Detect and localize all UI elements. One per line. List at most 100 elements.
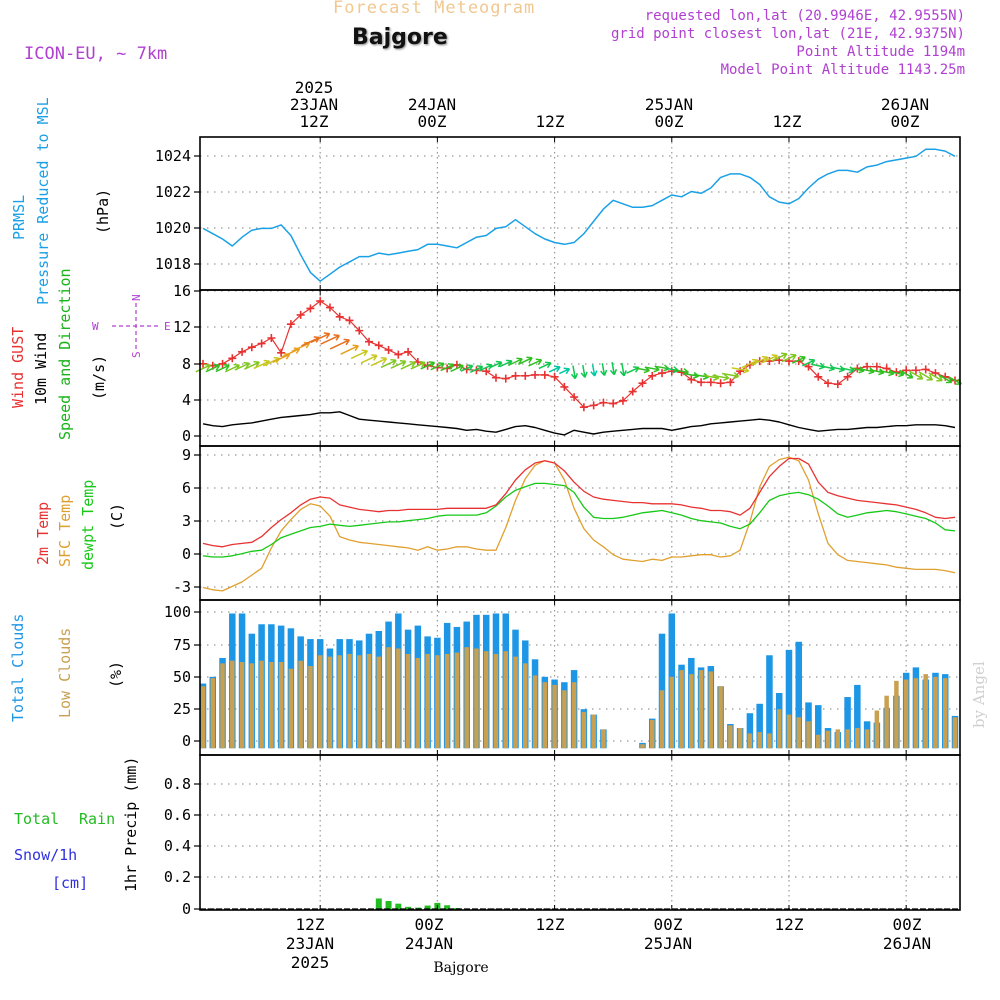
wind-direction-arrow <box>580 364 588 378</box>
low-clouds-bar <box>640 744 645 749</box>
tick-labels: 10181020102210240481216-3036902550751000… <box>155 147 191 918</box>
wind-direction-arrow <box>370 357 388 367</box>
wind-direction-arrow <box>215 363 230 373</box>
compass-east-label: E <box>164 320 171 333</box>
wind-gust-marker <box>658 369 667 378</box>
wind-direction-arrow <box>731 366 750 374</box>
wind-direction-arrow <box>440 363 455 372</box>
low-clouds-bar <box>444 653 450 749</box>
low-clouds-bar <box>532 675 538 749</box>
wind-gust-marker <box>247 343 256 352</box>
top-date-label: 25JAN <box>645 95 693 114</box>
wind-direction-arrow <box>619 362 627 377</box>
low-clouds-bar <box>894 680 899 749</box>
wind-speed-dir-label: Speed and Direction <box>56 268 74 440</box>
bottom-hour-label: 00Z <box>893 915 922 934</box>
top-hour-label: 00Z <box>891 112 920 131</box>
wind-gust-marker <box>296 310 305 319</box>
wind-direction-arrow <box>712 373 730 381</box>
wind-gust-marker <box>804 362 813 371</box>
wind-gust-marker <box>697 378 706 387</box>
wind-gust-marker <box>325 303 334 312</box>
wind-gust-marker <box>335 312 344 321</box>
temp-2m-label: 2m Temp <box>34 502 52 565</box>
wind-direction-arrow <box>320 334 341 345</box>
low-clouds-bar <box>347 653 352 749</box>
panel-frames <box>194 136 961 911</box>
low-clouds-bar <box>698 670 704 749</box>
low-clouds-bar <box>474 648 479 749</box>
wind-gust-marker <box>824 379 833 388</box>
total-clouds-bar <box>815 705 822 749</box>
total-clouds-bar <box>756 703 763 749</box>
top-time-axis: 2025 23JAN 12Z 24JAN 00Z 12Z 25JAN 00Z 1… <box>290 78 929 131</box>
low-clouds-bar <box>581 711 587 749</box>
wind-gust-marker <box>579 403 588 412</box>
low-clouds-bar <box>513 656 518 749</box>
wind-direction-arrow <box>329 338 350 350</box>
wind-gust-marker <box>355 326 364 335</box>
y-tick-label: 1022 <box>155 183 191 201</box>
wind-gust-marker <box>501 374 510 383</box>
low-clouds-bar <box>933 676 938 749</box>
y-tick-label: 100 <box>164 603 191 621</box>
wind-gust-marker <box>277 348 286 357</box>
wind-panel-labels: Wind GUST 10m Wind Speed and Direction (… <box>9 268 171 440</box>
wind-gust-marker <box>833 380 842 389</box>
wind-gust-marker <box>374 341 383 350</box>
chart-title: Forecast Meteogram <box>333 0 536 18</box>
rain-bar <box>385 900 392 910</box>
wind-direction-arrow <box>938 374 953 384</box>
top-date-label: 24JAN <box>408 95 456 114</box>
low-clouds-bar <box>689 674 694 749</box>
y-tick-label: 0 <box>182 732 191 750</box>
low-clouds-bar <box>562 690 567 749</box>
low-clouds-bar <box>845 729 850 749</box>
y-tick-label: 1024 <box>155 147 191 165</box>
low-clouds-bar <box>571 682 577 749</box>
wind-gust-marker <box>531 370 540 379</box>
wind-direction-arrow <box>899 369 914 379</box>
top-date-label: 23JAN <box>290 95 338 114</box>
low-clouds-bar <box>386 647 391 749</box>
model-altitude: Model Point Altitude 1143.25m <box>720 62 965 78</box>
temp-dewpt-label: dewpt Temp <box>79 480 97 570</box>
wind-direction-arrow <box>802 358 816 367</box>
wind-direction-arrow <box>234 361 250 371</box>
low-clouds-bar <box>210 678 216 749</box>
total-clouds-label: Total Clouds <box>9 614 27 722</box>
wind-direction-arrow <box>360 354 378 364</box>
low-clouds-bar <box>757 732 762 749</box>
bottom-date-label: 23JAN <box>286 934 334 953</box>
wind-gust-marker <box>687 375 696 384</box>
wind-gust-marker <box>726 378 735 387</box>
wind-gust-marker <box>384 346 393 354</box>
y-tick-label: 0.6 <box>164 806 191 824</box>
wind-gust-marker <box>911 366 920 375</box>
rain-bar <box>375 898 382 910</box>
rain-bar <box>424 905 431 910</box>
low-clouds-bar <box>288 668 294 749</box>
grid-lines <box>200 137 960 910</box>
low-clouds-bar <box>552 684 557 749</box>
low-clouds-bar <box>737 728 743 749</box>
wind-gust-marker <box>394 350 403 359</box>
bottom-hour-label: 00Z <box>415 915 444 934</box>
low-clouds-bar <box>747 733 753 749</box>
low-clouds-bar <box>776 709 782 749</box>
compass-south-label: S <box>130 351 143 358</box>
y-tick-label: 4 <box>182 391 191 409</box>
top-year-label: 2025 <box>295 78 334 97</box>
low-clouds-bar <box>825 730 831 749</box>
bottom-date-label: 25JAN <box>644 934 692 953</box>
wind-gust-marker <box>863 362 872 371</box>
wind-unit: (m/s) <box>90 355 108 400</box>
low-clouds-bar <box>415 657 421 749</box>
total-clouds-bar <box>795 641 802 749</box>
y-tick-label: 25 <box>173 700 191 718</box>
low-clouds-bar <box>523 663 528 749</box>
wind-direction-arrow <box>195 363 211 373</box>
low-clouds-bar <box>864 729 870 749</box>
low-clouds-bar <box>376 656 382 749</box>
